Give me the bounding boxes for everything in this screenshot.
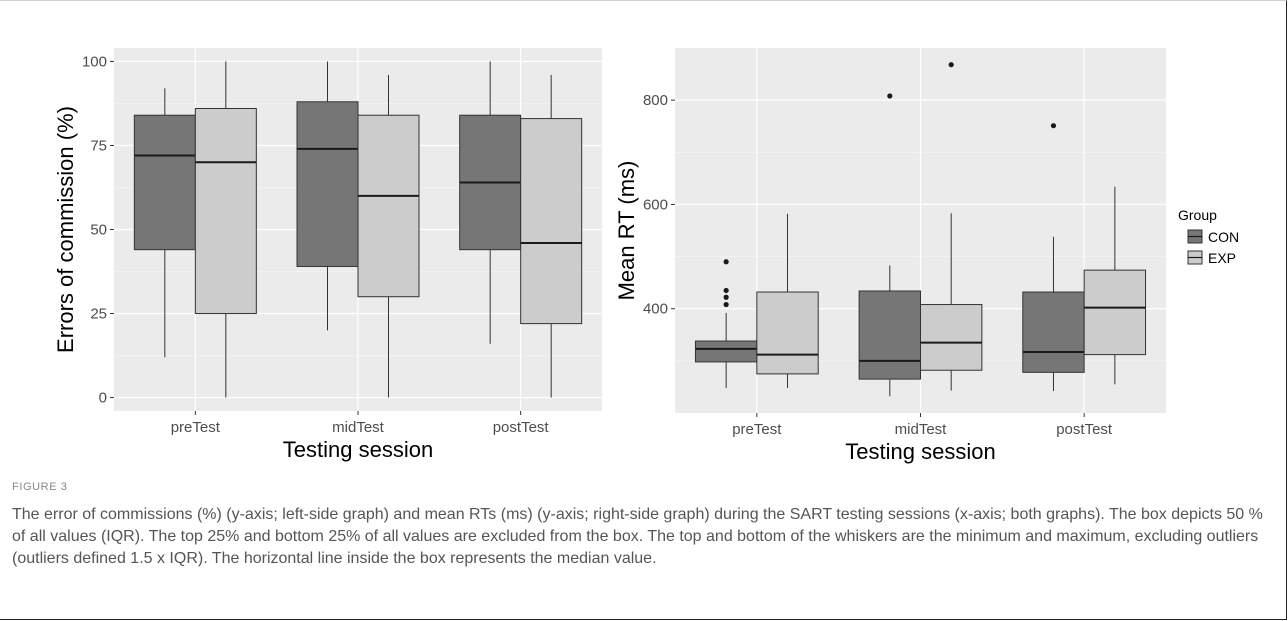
figure-caption: The error of commissions (%) (y-axis; le…: [12, 506, 1263, 567]
box-con-midTest: [858, 93, 921, 397]
legend-label: EXP: [1208, 250, 1236, 266]
y-tick-label: 600: [643, 196, 668, 213]
figure-label: FIGURE 3: [12, 481, 68, 493]
y-tick-label: 75: [90, 137, 107, 154]
y-tick-label: 800: [643, 92, 668, 109]
outlier-point: [723, 301, 729, 308]
legend-item-con: CON: [1187, 229, 1239, 245]
box-iqr: [858, 290, 921, 380]
box-exp-postTest: [1083, 186, 1147, 385]
outlier-point: [723, 287, 729, 294]
legend-title: Group: [1178, 207, 1217, 223]
box-con-midTest: [296, 61, 359, 331]
box-con-preTest: [694, 259, 758, 388]
box-con-preTest: [133, 88, 196, 358]
box-iqr: [133, 114, 196, 251]
x-tick-label: midTest: [895, 421, 948, 438]
box-iqr: [1022, 291, 1085, 373]
box-iqr: [296, 101, 359, 267]
y-tick-label: 50: [90, 222, 107, 239]
box-iqr: [756, 291, 819, 375]
figure-charts: 0 25 50 75 100 preTest midTest postTest Testing …: [53, 48, 1239, 464]
x-tick-label: postTest: [493, 419, 550, 436]
y-tick-label: 25: [90, 306, 107, 323]
box-exp-midTest: [920, 62, 983, 391]
x-tick-label: preTest: [171, 419, 221, 436]
outlier-point: [887, 93, 893, 99]
box-exp-preTest: [194, 61, 257, 398]
x-tick-label: preTest: [732, 421, 782, 438]
x-axis-title: Testing session: [283, 437, 433, 462]
box-exp-postTest: [520, 74, 583, 398]
box-iqr: [694, 340, 758, 363]
legend-label: CON: [1208, 229, 1239, 245]
y-tick-label: 400: [643, 301, 668, 318]
x-tick-label: midTest: [332, 419, 385, 436]
chart-errors-of-commission: 0 25 50 75 100 preTest midTest postTest Testing …: [53, 48, 602, 462]
legend: Group CON EXP: [1178, 207, 1239, 266]
legend-item-exp: EXP: [1187, 250, 1236, 266]
box-iqr: [1083, 269, 1147, 356]
x-tick-label: postTest: [1056, 421, 1113, 438]
outlier-point: [1050, 123, 1057, 129]
y-tick-label: 0: [99, 390, 107, 407]
box-iqr: [520, 118, 583, 325]
y-tick-label: 100: [82, 53, 107, 70]
box-exp-midTest: [357, 74, 420, 398]
box-con-postTest: [1022, 123, 1085, 392]
box-con-postTest: [459, 61, 522, 344]
outlier-point: [723, 294, 729, 300]
box-exp-preTest: [756, 213, 819, 388]
y-axis-title: Errors of commission (%): [53, 106, 78, 353]
outlier-point: [948, 62, 954, 68]
x-axis-title: Testing session: [845, 439, 995, 464]
box-iqr: [194, 108, 257, 315]
y-axis-title: Mean RT (ms): [614, 161, 639, 301]
box-iqr: [920, 304, 983, 371]
box-iqr: [357, 114, 420, 298]
outlier-point: [723, 259, 729, 265]
chart-mean-rt: 400 600 800 preTest midTest postTest Testing s…: [614, 48, 1166, 464]
